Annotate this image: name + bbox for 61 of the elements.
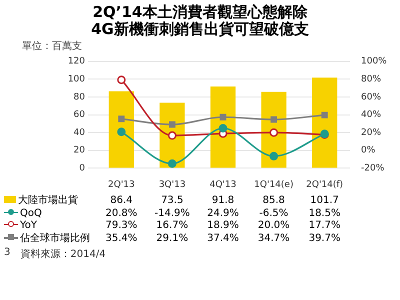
point	[168, 131, 176, 140]
data-label: -14.9%	[154, 207, 191, 219]
bar	[312, 78, 338, 168]
x-tick-label: 2Q'13	[108, 180, 135, 190]
text: 3	[4, 247, 10, 260]
data-label: 18.5%	[308, 207, 342, 219]
x-tick-label: 4Q'13	[210, 180, 236, 190]
y2-tick-label: 40%	[361, 110, 382, 120]
point	[168, 121, 176, 128]
y2-tick-label: -20%	[361, 164, 385, 174]
data-label: 18.9%	[206, 219, 240, 231]
data-label: 29.1%	[155, 232, 190, 245]
data-label: 79.3%	[104, 219, 138, 231]
y2-tick-label: 0%	[361, 146, 376, 156]
data-label: 91.8	[210, 194, 236, 207]
data-label: 86.4	[109, 194, 134, 207]
point	[270, 116, 278, 123]
legend-label: QoQ	[20, 208, 42, 218]
data-label: 85.8	[262, 194, 286, 207]
legend-label: 大陸市場出貨	[18, 195, 78, 206]
point	[321, 112, 328, 118]
y-tick-label: 40	[74, 128, 86, 138]
data-label: 34.7%	[256, 232, 291, 245]
y-tick-label: 0	[79, 164, 86, 174]
legend-label: 佔全球市場比例	[20, 233, 90, 244]
legend-label: YoY	[20, 220, 38, 230]
data-label: 24.9%	[206, 207, 240, 219]
point	[117, 128, 126, 136]
source-note: 資料來源：2014/4	[20, 248, 106, 261]
point	[218, 124, 228, 132]
point	[117, 76, 126, 84]
data-label: 101.7	[309, 194, 340, 207]
y2-tick-label: 80%	[361, 74, 382, 85]
point	[220, 114, 226, 120]
data-label: 35.4%	[104, 232, 138, 245]
data-label: -6.5%	[258, 207, 290, 219]
x-tick-label: 2Q'14(f)	[306, 180, 344, 190]
x-tick-label: 1Q'14(e)	[254, 180, 294, 190]
data-label: 17.7%	[308, 219, 342, 231]
point	[118, 116, 125, 122]
data-label: 73.5	[160, 194, 184, 207]
y-tick-label: 120	[68, 56, 86, 67]
point	[270, 152, 278, 160]
bar	[108, 91, 134, 168]
y-tick-label: 100	[68, 74, 86, 85]
x-tick-label: 3Q'13	[158, 180, 186, 190]
y-tick-label: 80	[74, 92, 86, 102]
point	[270, 128, 278, 137]
data-label: 37.4%	[206, 232, 240, 245]
y-tick-label: 20	[74, 146, 86, 156]
data-label: 20.8%	[104, 207, 138, 219]
y2-tick-label: 100%	[361, 56, 388, 67]
y2-tick-label: 20%	[361, 128, 382, 138]
y-axis-title: 單位：百萬支	[22, 40, 83, 53]
y-tick-label: 60	[74, 110, 86, 120]
y2-tick-label: 60%	[361, 92, 382, 102]
data-label: 39.7%	[308, 232, 342, 245]
point	[168, 159, 176, 168]
data-label: 16.7%	[155, 219, 190, 231]
chart-title: 2Q’14本土消費者觀望心態解除 4G新機衝刺銷售出貨可望破億支	[90, 3, 310, 38]
data-label: 20.0%	[256, 219, 291, 231]
